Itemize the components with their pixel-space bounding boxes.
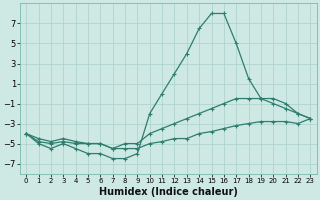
X-axis label: Humidex (Indice chaleur): Humidex (Indice chaleur)	[99, 187, 238, 197]
